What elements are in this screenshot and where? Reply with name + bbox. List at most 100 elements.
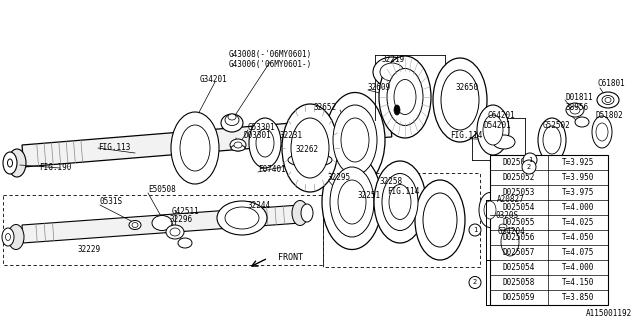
Text: 38956: 38956: [565, 103, 588, 113]
Text: D03301: D03301: [244, 132, 272, 140]
Text: D025057: D025057: [503, 248, 535, 257]
Text: 32652: 32652: [314, 102, 337, 111]
Text: 0320S: 0320S: [495, 211, 518, 220]
Ellipse shape: [249, 118, 281, 168]
Text: T=4.075: T=4.075: [562, 248, 594, 257]
Ellipse shape: [380, 63, 404, 81]
Ellipse shape: [152, 215, 172, 230]
Text: C61801: C61801: [598, 79, 626, 89]
Ellipse shape: [387, 68, 423, 125]
Ellipse shape: [256, 129, 274, 157]
Ellipse shape: [170, 228, 180, 236]
Ellipse shape: [8, 225, 24, 250]
Ellipse shape: [231, 145, 245, 151]
Ellipse shape: [479, 193, 501, 228]
Text: 32251: 32251: [357, 190, 380, 199]
Ellipse shape: [234, 142, 242, 148]
Ellipse shape: [301, 204, 313, 222]
Ellipse shape: [166, 225, 184, 239]
Ellipse shape: [228, 114, 236, 120]
Text: T=3.850: T=3.850: [562, 293, 594, 302]
Ellipse shape: [543, 126, 561, 154]
Text: E50508: E50508: [148, 186, 176, 195]
Ellipse shape: [8, 149, 26, 177]
Ellipse shape: [596, 123, 608, 141]
Ellipse shape: [374, 161, 426, 243]
Circle shape: [469, 276, 481, 289]
Text: 32609: 32609: [368, 83, 391, 92]
Text: D51802: D51802: [595, 111, 623, 121]
Text: D025053: D025053: [503, 188, 535, 197]
Text: FIG.114: FIG.114: [387, 188, 419, 196]
Text: 32258: 32258: [380, 178, 403, 187]
Text: G43006('06MY0601-): G43006('06MY0601-): [228, 60, 312, 69]
Ellipse shape: [338, 180, 366, 224]
Text: D025055: D025055: [503, 218, 535, 227]
Ellipse shape: [484, 201, 496, 219]
Ellipse shape: [373, 57, 411, 87]
Ellipse shape: [282, 104, 338, 192]
Text: T=4.150: T=4.150: [562, 278, 594, 287]
Text: 32650: 32650: [456, 84, 479, 92]
Text: 32296: 32296: [170, 215, 193, 225]
Text: A20827: A20827: [497, 196, 525, 204]
Polygon shape: [22, 115, 392, 167]
Ellipse shape: [333, 105, 377, 175]
Ellipse shape: [291, 118, 329, 178]
Ellipse shape: [171, 112, 219, 184]
Ellipse shape: [592, 116, 612, 148]
Text: FIG.114: FIG.114: [450, 131, 483, 140]
Bar: [490, 155, 608, 305]
Ellipse shape: [322, 155, 382, 250]
Text: D025054: D025054: [503, 203, 535, 212]
Ellipse shape: [394, 105, 400, 115]
Polygon shape: [22, 205, 301, 243]
Text: D025056: D025056: [503, 233, 535, 242]
Ellipse shape: [415, 180, 465, 260]
Text: FIG.113: FIG.113: [98, 143, 131, 153]
Ellipse shape: [570, 106, 580, 114]
Text: 32295: 32295: [327, 172, 350, 181]
Ellipse shape: [605, 98, 611, 102]
Ellipse shape: [394, 79, 416, 115]
Ellipse shape: [2, 228, 14, 246]
Text: G34201: G34201: [199, 76, 227, 84]
Ellipse shape: [178, 238, 192, 248]
Text: FRONT: FRONT: [278, 253, 303, 262]
Text: T=3.975: T=3.975: [562, 188, 594, 197]
Ellipse shape: [132, 222, 138, 228]
Ellipse shape: [341, 118, 369, 162]
Ellipse shape: [225, 115, 239, 125]
Ellipse shape: [288, 153, 332, 167]
Ellipse shape: [423, 193, 457, 247]
Ellipse shape: [6, 234, 10, 241]
Text: G43008(-'06MY0601): G43008(-'06MY0601): [228, 51, 312, 60]
Text: F07401: F07401: [258, 165, 285, 174]
Text: 0531S: 0531S: [100, 197, 123, 206]
Text: T=3.925: T=3.925: [562, 158, 594, 167]
Text: G52502: G52502: [543, 121, 571, 130]
Ellipse shape: [575, 117, 589, 127]
Text: T=4.025: T=4.025: [562, 218, 594, 227]
Text: D025058: D025058: [503, 278, 535, 287]
Ellipse shape: [566, 103, 584, 117]
Text: D025059: D025059: [503, 293, 535, 302]
Ellipse shape: [602, 95, 614, 105]
Ellipse shape: [477, 105, 509, 155]
Text: D025051: D025051: [503, 158, 535, 167]
Ellipse shape: [597, 92, 619, 108]
Ellipse shape: [8, 159, 13, 167]
Text: 2: 2: [473, 279, 477, 285]
Ellipse shape: [433, 58, 487, 142]
Ellipse shape: [389, 185, 411, 220]
Text: 32229: 32229: [78, 245, 101, 254]
Circle shape: [522, 160, 536, 174]
Text: G34204: G34204: [498, 228, 525, 236]
Text: G53301: G53301: [248, 124, 276, 132]
Ellipse shape: [382, 173, 418, 230]
Ellipse shape: [379, 56, 431, 138]
Text: 1: 1: [473, 227, 477, 233]
Text: D01811: D01811: [565, 92, 593, 101]
Text: D025054: D025054: [503, 263, 535, 272]
Ellipse shape: [221, 114, 243, 132]
